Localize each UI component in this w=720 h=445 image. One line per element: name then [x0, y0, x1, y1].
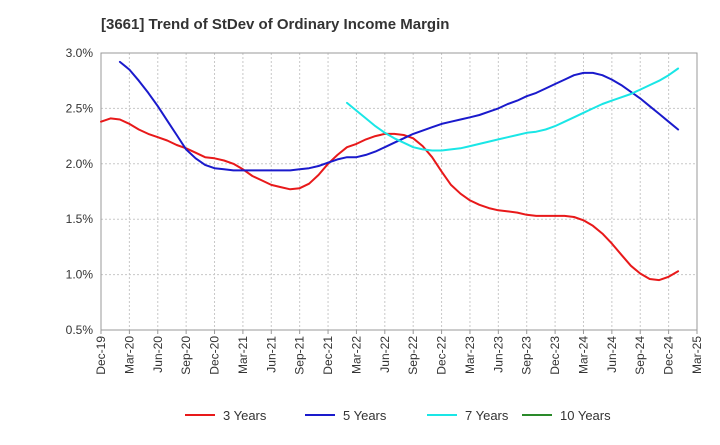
x-tick-label: Sep-23 [520, 336, 534, 375]
legend: 3 Years 5 Years 7 Years 10 Years [185, 408, 611, 423]
series-line-7-years [346, 67, 680, 152]
legend-label: 10 Years [560, 408, 611, 423]
y-tick-label: 3.0% [66, 46, 94, 60]
x-tick-label: Mar-20 [122, 336, 136, 374]
x-tick-label: Dec-24 [662, 336, 676, 375]
y-tick-label: 1.5% [66, 212, 94, 226]
x-tick-label: Jun-23 [491, 336, 505, 373]
x-tick-label: Sep-24 [633, 336, 647, 375]
x-tick-label: Jun-21 [264, 336, 278, 373]
x-axis: Dec-19 Mar-20 Jun-20 Sep-20 Dec-20 Mar-21 Jun-… [94, 330, 704, 375]
series-lines [100, 60, 680, 282]
legend-label: 3 Years [223, 408, 267, 423]
x-tick-label: Dec-22 [435, 336, 449, 375]
x-tick-label: Mar-23 [463, 336, 477, 374]
x-tick-label: Jun-24 [605, 336, 619, 373]
x-tick-label: Sep-21 [293, 336, 307, 375]
x-tick-label: Sep-22 [406, 336, 420, 375]
x-tick-label: Sep-20 [179, 336, 193, 375]
legend-label: 5 Years [343, 408, 387, 423]
x-tick-label: Dec-20 [208, 336, 222, 375]
series-line-3-years [100, 117, 680, 282]
plot-area-frame [100, 52, 698, 331]
y-tick-label: 2.5% [66, 101, 94, 115]
x-tick-label: Jun-22 [378, 336, 392, 373]
series-line-5-years [118, 60, 680, 172]
x-tick-label: Mar-24 [576, 336, 590, 374]
x-tick-label: Jun-20 [151, 336, 165, 373]
x-tick-label: Dec-23 [548, 336, 562, 375]
x-tick-label: Dec-19 [94, 336, 108, 375]
x-tick-label: Mar-21 [236, 336, 250, 374]
x-tick-label: Dec-21 [321, 336, 335, 375]
x-tick-label: Mar-22 [349, 336, 363, 374]
chart-title: [3661] Trend of StDev of Ordinary Income… [101, 16, 449, 33]
y-axis: 0.5% 1.0% 1.5% 2.0% 2.5% 3.0% [66, 46, 94, 337]
grid-lines [100, 52, 698, 331]
legend-label: 7 Years [465, 408, 509, 423]
y-tick-label: 0.5% [66, 323, 94, 337]
y-tick-label: 1.0% [66, 268, 94, 282]
x-tick-label: Mar-25 [690, 336, 704, 374]
y-tick-label: 2.0% [66, 157, 94, 171]
